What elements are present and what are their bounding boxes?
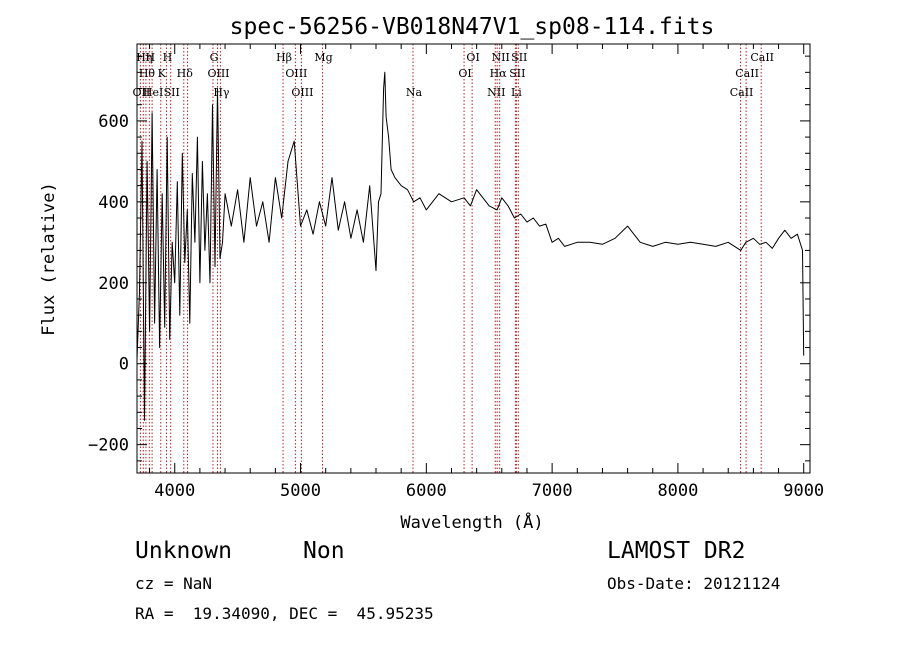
line-marker-label: SII [509, 67, 525, 80]
spectrum-line [136, 71, 805, 421]
line-marker-label: OIII [207, 67, 229, 80]
line-marker-label: SII [164, 86, 180, 99]
obs-date: Obs-Date: 20121124 [607, 574, 781, 593]
line-marker-label: CaII [750, 51, 774, 64]
line-marker-label: NII [487, 86, 505, 99]
y-tick-label: 200 [98, 274, 129, 294]
line-marker-label: OIII [285, 67, 307, 80]
line-marker-label: Hθ [139, 67, 156, 80]
line-marker-label: NII [492, 51, 510, 64]
spectral-line-labels: OIIHηHθHHeIKHSIIHδGOIIIHγHβOIIIOIIIMgNaO… [133, 51, 774, 99]
x-tick-label: 5000 [280, 481, 321, 501]
x-axis-label: Wavelength (Å) [400, 511, 543, 533]
x-tick-label: 7000 [532, 481, 573, 501]
spectral-line-markers [139, 44, 762, 473]
object-class: Unknown [135, 538, 232, 564]
line-marker-label: CaII [735, 67, 759, 80]
line-marker-label: Hα [490, 67, 508, 80]
y-tick-label: −200 [88, 436, 129, 456]
x-tick-label: 9000 [783, 481, 824, 501]
line-marker-label: Hδ [177, 67, 194, 80]
y-tick-label: 600 [98, 112, 129, 132]
line-marker-label: Hγ [213, 86, 230, 99]
y-tick-label: 0 [119, 355, 129, 375]
line-marker-label: OI [466, 51, 479, 64]
x-tick-label: 4000 [154, 481, 195, 501]
line-marker-label: K [158, 67, 167, 80]
line-marker-label: Hβ [276, 51, 292, 64]
y-axis-label: Flux (relative) [39, 182, 59, 336]
line-marker-label: Mg [314, 51, 332, 64]
survey-name: LAMOST DR2 [607, 538, 746, 564]
line-marker-label: H [163, 51, 173, 64]
line-marker-label: H [146, 51, 156, 64]
line-marker-label: Li [511, 86, 522, 99]
line-marker-label: OI [458, 67, 471, 80]
redshift-text: cz = NaN [135, 574, 213, 593]
chart-title: spec-56256-VB018N47V1_sp08-114.fits [230, 14, 715, 40]
y-tick-label: 400 [98, 193, 129, 213]
x-tick-label: 8000 [657, 481, 698, 501]
line-marker-label: SII [511, 51, 527, 64]
line-marker-label: CaII [730, 86, 754, 99]
line-marker-label: G [210, 51, 219, 64]
object-subclass: Non [303, 538, 345, 564]
plot-frame [136, 43, 811, 474]
line-marker-label: Hη [136, 51, 152, 64]
spectrum-series [136, 71, 805, 421]
line-marker-label: Na [406, 86, 423, 99]
coordinates: RA = 19.34090, DEC = 45.95235 [135, 604, 434, 623]
line-marker-label: OIII [291, 86, 313, 99]
line-marker-label: HeI [143, 86, 163, 99]
axis-ticks: 4000 5000 6000 7000 8000 9000 −200 0 200 400 600 [88, 44, 824, 501]
x-tick-label: 6000 [406, 481, 447, 501]
